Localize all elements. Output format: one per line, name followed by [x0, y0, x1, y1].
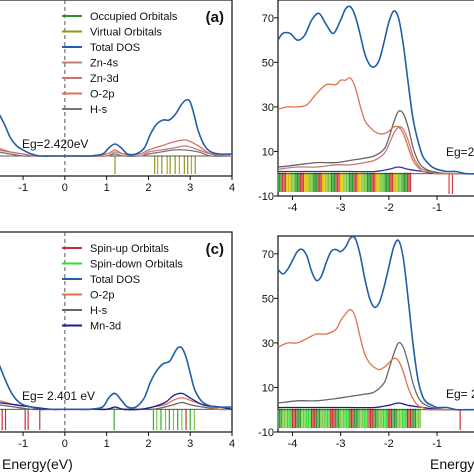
panel-b: -4 -3 -2 -1 -10 10 30 50 70 Eg=2 — [258, 0, 474, 214]
panel-b-x-tick-label: -2 — [384, 202, 394, 214]
panel-b-y-tick-label: 30 — [262, 102, 274, 114]
panel-a-plot-area — [0, 0, 233, 176]
panel-d-x-tick-label: -3 — [336, 438, 346, 450]
panel-d-x-tick-label: -2 — [384, 438, 394, 450]
panel-c-legend-label-mn-3d: Mn-3d — [90, 321, 121, 333]
panel-b-y-tick-label: -10 — [258, 191, 274, 203]
panel-a-legend-label-total-dos: Total DOS — [90, 42, 140, 54]
panel-c: -1 0 1 2 3 4 (c) Eg= 2.401 eV Spin-up Orbital… — [0, 231, 235, 472]
panel-d-gap-label: Eg= 2 — [446, 387, 474, 401]
panel-d-x-axis-label: Energy — [430, 456, 474, 472]
panel-c-legend-label-spin-up-orbitals: Spin-up Orbitals — [90, 243, 169, 255]
panel-a-legend-label-zn-3d: Zn-3d — [90, 73, 119, 85]
panel-d-y-tick-label: 10 — [262, 382, 274, 394]
panel-a-series-zn-3d — [0, 139, 233, 157]
panel-d-x-ticks: -4 -3 -2 -1 — [288, 432, 442, 450]
panel-b-plot-area — [277, 5, 474, 194]
panel-a-label: (a) — [206, 9, 224, 26]
panel-c-x-axis-label: Energy(eV) — [2, 456, 73, 472]
panel-c-x-tick-label: 4 — [229, 438, 235, 450]
panel-a-legend-label-virtual-orbitals: Virtual Orbitals — [90, 27, 162, 39]
panel-d: -4 -3 -2 -1 -10 10 30 50 70 Eg= 2 Energy — [258, 235, 474, 472]
panel-b-series-o-2p — [277, 77, 474, 175]
panel-d-series-total-dos — [277, 235, 474, 411]
panel-a-legend-label-occupied-orbitals: Occupied Orbitals — [90, 11, 178, 23]
panel-c-legend-label-o-2p: O-2p — [90, 290, 114, 302]
panel-d-series-o-2p — [277, 308, 474, 411]
panel-b-x-tick-label: -3 — [336, 202, 346, 214]
panel-a-x-tick-label: 1 — [104, 182, 110, 194]
panel-b-x-tick-label: -1 — [432, 202, 442, 214]
panel-c-series-total-dos — [0, 346, 233, 411]
panel-d-x-tick-label: -4 — [288, 438, 298, 450]
panel-c-x-tick-label: 0 — [62, 438, 68, 450]
panel-c-x-tick-label: -1 — [18, 438, 28, 450]
panel-d-frame — [277, 235, 474, 433]
panel-b-x-tick-label: -4 — [288, 202, 298, 214]
panel-a-legend: Occupied Orbitals Virtual Orbitals Total D… — [62, 11, 178, 116]
panel-c-legend-label-h-s: H-s — [90, 305, 108, 317]
panel-c-x-tick-label: 3 — [187, 438, 193, 450]
panel-d-x-tick-label: -1 — [432, 438, 442, 450]
panel-c-frame — [0, 231, 233, 433]
panel-a-x-tick-label: -1 — [18, 182, 28, 194]
panel-a-legend-label-h-s: H-s — [90, 104, 108, 116]
panel-b-y-tick-label: 10 — [262, 146, 274, 158]
panel-c-x-ticks: -1 0 1 2 3 4 — [18, 432, 235, 450]
panel-a-x-tick-label: 4 — [229, 182, 235, 194]
panel-c-x-tick-label: 2 — [145, 438, 151, 450]
panel-a-x-ticks: -1 0 1 2 3 4 — [18, 176, 235, 194]
panel-a-gap-label: Eg=2.420eV — [22, 137, 88, 151]
panel-b-y-tick-label: 50 — [262, 57, 274, 69]
panel-a-x-tick-label: 2 — [145, 182, 151, 194]
panel-b-series-zn-4s — [277, 126, 474, 175]
panel-c-label: (c) — [206, 241, 224, 258]
panel-b-gap-label: Eg=2 — [446, 145, 474, 159]
panel-d-plot-area — [277, 235, 474, 430]
panel-c-legend-label-total-dos: Total DOS — [90, 274, 140, 286]
panel-b-x-ticks: -4 -3 -2 -1 — [288, 196, 442, 214]
panel-a-x-tick-label: 3 — [187, 182, 193, 194]
panel-b-y-ticks: -10 10 30 50 70 — [258, 13, 278, 203]
panel-b-frame — [277, 0, 474, 197]
panel-c-legend: Spin-up Orbitals Spin-down Orbitals Total … — [62, 243, 183, 333]
panel-d-y-ticks: -10 10 30 50 70 — [258, 249, 278, 439]
panel-b-series-total-dos — [277, 5, 474, 175]
panel-c-gap-label: Eg= 2.401 eV — [22, 389, 95, 403]
panel-d-y-tick-label: -10 — [258, 427, 274, 439]
panel-a: -1 0 1 2 3 4 (a) Eg=2.420eV Occupied Orbitals… — [0, 0, 235, 194]
panel-b-series-h-s — [277, 110, 474, 175]
panel-a-frame — [0, 0, 233, 177]
panel-d-y-tick-label: 70 — [262, 249, 274, 261]
panel-d-series-mn-3d — [278, 402, 474, 411]
panel-a-x-tick-label: 0 — [62, 182, 68, 194]
panel-c-x-tick-label: 1 — [104, 438, 110, 450]
panel-d-y-tick-label: 50 — [262, 293, 274, 305]
panel-b-y-tick-label: 70 — [262, 13, 274, 25]
panel-a-series-total-dos — [0, 98, 233, 157]
panel-d-series-h-s — [277, 341, 474, 411]
panel-c-plot-area — [0, 232, 233, 432]
panel-d-y-tick-label: 30 — [262, 338, 274, 350]
panel-a-legend-label-zn-4s: Zn-4s — [90, 58, 119, 70]
panel-c-legend-label-spin-down-orbitals: Spin-down Orbitals — [90, 259, 183, 271]
panel-a-legend-label-o-2p: O-2p — [90, 89, 114, 101]
